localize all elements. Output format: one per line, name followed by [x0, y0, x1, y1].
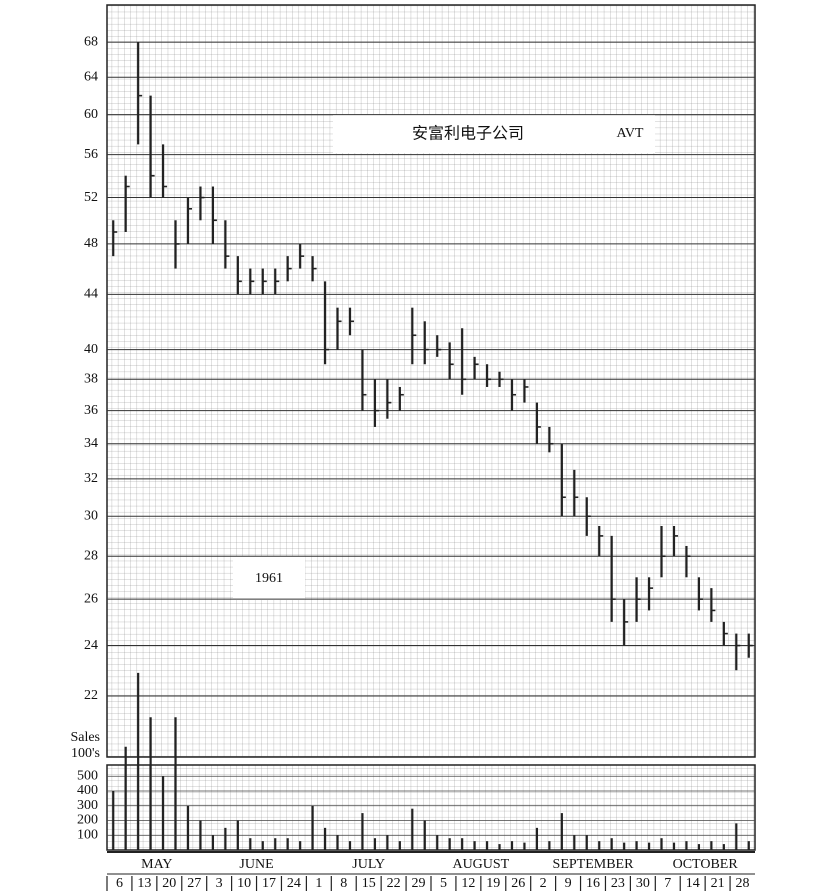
title-box	[333, 115, 655, 153]
month-label: JULY	[352, 857, 385, 872]
x-tick-label: 5	[440, 876, 447, 891]
volume-tick-label: 200	[77, 813, 98, 828]
y-tick-label: 30	[84, 508, 98, 523]
y-tick-label: 34	[84, 436, 98, 451]
y-tick-label: 52	[84, 190, 98, 205]
y-tick-label: 40	[84, 342, 98, 357]
y-tick-label: 60	[84, 107, 98, 122]
x-tick-label: 17	[262, 876, 276, 891]
x-tick-label: 14	[686, 876, 700, 891]
y-tick-label: 24	[84, 638, 98, 653]
x-tick-label: 15	[362, 876, 376, 891]
volume-tick-label: 100	[77, 827, 98, 842]
y-tick-label: 48	[84, 236, 98, 251]
x-tick-label: 9	[565, 876, 572, 891]
y-tick-label: 32	[84, 471, 98, 486]
volume-label: 100's	[71, 746, 100, 761]
y-tick-label: 38	[84, 372, 98, 387]
x-tick-label: 1	[315, 876, 322, 891]
x-tick-label: 27	[187, 876, 201, 891]
month-label: SEPTEMBER	[553, 857, 635, 872]
x-tick-label: 7	[664, 876, 671, 891]
volume-panel	[106, 764, 756, 851]
x-tick-label: 19	[486, 876, 500, 891]
x-tick-label: 23	[611, 876, 625, 891]
y-tick-label: 64	[84, 69, 98, 84]
year-box	[233, 556, 305, 600]
x-tick-label: 8	[340, 876, 347, 891]
month-label: MAY	[141, 857, 172, 872]
x-tick-label: 16	[586, 876, 600, 891]
x-tick-label: 20	[162, 876, 176, 891]
x-tick-label: 30	[636, 876, 650, 891]
ticker: AVT	[617, 126, 644, 141]
x-tick-label: 29	[412, 876, 426, 891]
x-tick-label: 12	[461, 876, 475, 891]
x-tick-label: 6	[116, 876, 123, 891]
month-label: AUGUST	[452, 857, 509, 872]
month-label: OCTOBER	[673, 857, 739, 872]
y-tick-label: 56	[84, 147, 98, 162]
y-tick-label: 28	[84, 548, 98, 563]
y-tick-label: 26	[84, 591, 98, 606]
month-label: JUNE	[239, 857, 273, 872]
x-tick-label: 3	[216, 876, 223, 891]
chart-title: 安富利电子公司	[412, 124, 524, 143]
y-tick-label: 44	[84, 287, 98, 302]
x-tick-label: 22	[387, 876, 401, 891]
year-label: 1961	[255, 571, 283, 586]
x-tick-label: 24	[287, 876, 301, 891]
x-tick-label: 21	[711, 876, 725, 891]
x-tick-label: 10	[237, 876, 251, 891]
x-tick-label: 28	[736, 876, 750, 891]
volume-tick-label: 400	[77, 783, 98, 798]
y-tick-label: 36	[84, 403, 98, 418]
y-tick-label: 68	[84, 34, 98, 49]
x-tick-label: 13	[137, 876, 151, 891]
volume-tick-label: 300	[77, 798, 98, 813]
y-tick-label: 22	[84, 688, 98, 703]
volume-tick-label: 500	[77, 768, 98, 783]
volume-label: Sales	[70, 730, 100, 745]
x-tick-label: 2	[540, 876, 547, 891]
x-tick-label: 26	[511, 876, 525, 891]
